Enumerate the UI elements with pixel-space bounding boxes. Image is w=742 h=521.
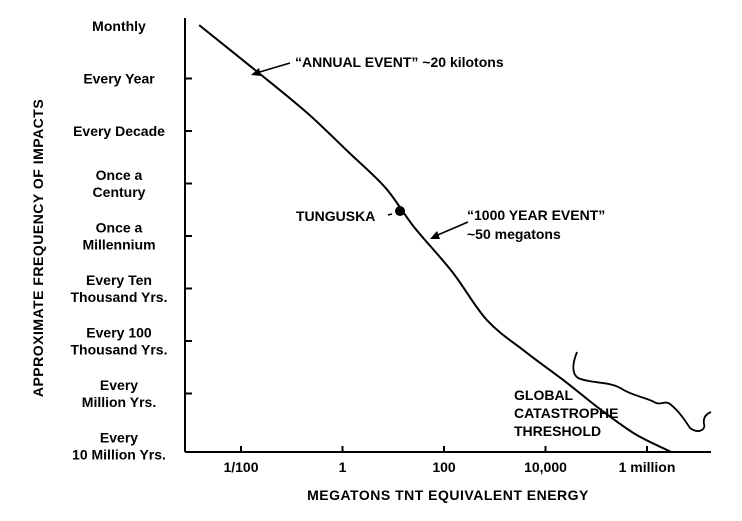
- annual-event-arrowhead: [251, 68, 261, 76]
- global-catastrophe-threshold-annotation: GLOBAL CATASTROPHE THRESHOLD: [514, 387, 618, 439]
- y-tick-label: Every 10 Million Yrs.: [72, 430, 166, 463]
- y-tick-label: Every Decade: [73, 123, 165, 139]
- impact-frequency-curve: [198, 24, 672, 453]
- y-tick-label: Once a Century: [93, 167, 146, 200]
- y-axis-ticks: [185, 77, 192, 395]
- y-axis-title: APPROXIMATE FREQUENCY OF IMPACTS: [30, 99, 46, 397]
- annual-event-annotation: “ANNUAL EVENT” ~20 kilotons: [251, 54, 504, 76]
- y-tick-label: Monthly: [92, 18, 146, 34]
- x-tick-label: 1 million: [619, 459, 676, 475]
- x-tick-label: 10,000: [524, 459, 567, 475]
- thousand-year-event-annotation: “1000 YEAR EVENT” ~50 megatons: [430, 207, 605, 242]
- y-tick-label: Every Ten Thousand Yrs.: [71, 272, 168, 305]
- tunguska-leader: [387, 213, 393, 216]
- tunguska-label: TUNGUSKA: [296, 208, 375, 224]
- thousand-year-label-line1: “1000 YEAR EVENT”: [467, 207, 605, 223]
- x-axis-title: MEGATONS TNT EQUIVALENT ENERGY: [307, 487, 589, 503]
- threshold-label-line1: GLOBAL: [514, 387, 574, 403]
- y-tick-label: Once a Millennium: [82, 220, 155, 253]
- y-tick-label: Every 100 Thousand Yrs.: [71, 325, 168, 358]
- y-tick-label: Every Million Yrs.: [82, 377, 156, 410]
- thousand-year-arrowhead: [430, 231, 440, 239]
- annual-event-label: “ANNUAL EVENT” ~20 kilotons: [295, 54, 504, 70]
- threshold-boundary: [572, 351, 712, 432]
- thousand-year-label-line2: ~50 megatons: [467, 226, 561, 242]
- x-tick-label: 1: [339, 459, 347, 475]
- threshold-label-line3: THRESHOLD: [514, 423, 601, 439]
- x-axis-ticks: 1/100 1 100 10,000 1 million: [223, 446, 675, 475]
- thousand-year-leader: [432, 221, 469, 238]
- x-tick-label: 100: [432, 459, 456, 475]
- threshold-label-line2: CATASTROPHE: [514, 405, 618, 421]
- y-tick-label: Every Year: [83, 71, 155, 87]
- x-tick-label: 1/100: [223, 459, 258, 475]
- tunguska-marker: [395, 206, 405, 216]
- y-axis-labels: Monthly Every Year Every Decade Once a Centu…: [71, 18, 168, 463]
- tunguska-annotation: TUNGUSKA: [296, 206, 405, 224]
